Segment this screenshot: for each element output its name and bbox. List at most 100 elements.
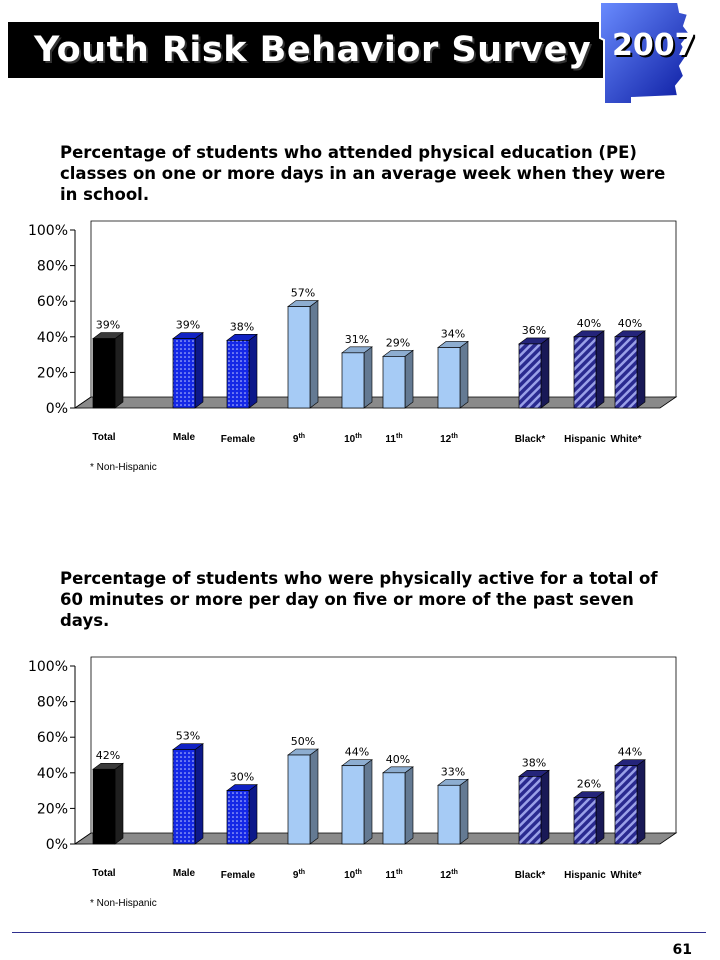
x-category-label: Black* [515,870,546,881]
y-tick-label: 40% [37,766,68,782]
bar [437,347,461,409]
chart-2-footnote: * Non-Hispanic [90,898,157,909]
bar-value-label: 50% [291,735,315,748]
bar-side [540,769,550,845]
bar [341,765,365,845]
bar-value-label: 26% [577,778,601,791]
bar [614,765,638,845]
bar [226,790,250,845]
bar-side [459,340,469,409]
chart-1-footnote: * Non-Hispanic [90,462,157,473]
physical-activity-chart: 0% 20% 40% 60% 80% 100% 42% Total 53% Male 30% Fema… [28,656,678,881]
bar-value-label: 40% [386,753,410,766]
bar-value-label: 30% [230,771,254,784]
bar-value-label: 53% [176,730,200,743]
y-tick-label: 60% [37,294,68,310]
bar [287,306,311,409]
y-tick-label: 20% [37,801,68,817]
bar-side [248,333,258,409]
page-title: Youth Risk Behavior Survey [34,30,592,70]
bar [92,768,116,845]
y-tick-label: 0% [46,401,68,417]
bar-value-label: 39% [176,319,200,332]
x-category-label: Male [173,432,196,443]
bar-side [114,762,124,845]
x-category-label: Hispanic [564,870,606,881]
bar-value-label: 57% [291,287,315,300]
bar-value-label: 34% [441,327,465,340]
bar [172,749,196,845]
bar [518,343,542,409]
bar [573,797,597,845]
y-tick-label: 60% [37,730,68,746]
bar-side [595,791,605,845]
chart-1-title: Percentage of students who attended phys… [60,143,666,204]
y-tick-label: 20% [37,365,68,381]
bar-value-label: 40% [577,317,601,330]
y-tick-label: 40% [37,330,68,346]
bar [341,352,365,409]
y-tick-label: 100% [28,223,68,239]
y-tick-label: 100% [28,659,68,675]
bar-value-label: 42% [96,749,120,762]
x-category-label: 11th [385,433,402,445]
title-banner [8,22,608,78]
footer-rule [12,932,706,933]
bar-value-label: 40% [618,317,642,330]
bar-side [404,766,414,845]
x-category-label: 12th [440,869,458,881]
bar-side [636,759,646,845]
x-category-label: Total [92,432,115,443]
x-category-label: Male [173,868,196,879]
x-category-label: 11th [385,869,402,881]
bar-value-label: 33% [441,765,465,778]
bar-side [595,330,605,409]
bar [382,772,406,845]
bar-side [248,784,258,845]
year-badge: 2007 [612,28,696,63]
x-category-label: 10th [344,433,362,445]
arkansas-map-icon [599,0,692,105]
bar-side [194,331,204,409]
bar-side [363,346,373,409]
bar-value-label: 36% [522,324,546,337]
bar-value-label: 29% [386,336,410,349]
bar [518,776,542,845]
bar-side [114,331,124,409]
bar [382,356,406,409]
bar [573,336,597,409]
bar [614,336,638,409]
bar-value-label: 31% [345,333,369,346]
bar-side [540,337,550,409]
x-category-label: 10th [344,869,362,881]
bar-side [363,759,373,845]
x-category-label: 12th [440,433,458,445]
x-category-label: 9th [293,433,305,445]
bar-value-label: 38% [230,320,254,333]
page-number: 61 [672,942,692,958]
x-category-label: 9th [293,869,305,881]
y-tick-label: 80% [37,695,68,711]
bar [92,338,116,409]
bar-side [309,299,319,409]
bar-value-label: 44% [618,746,642,759]
chart-2-title: Percentage of students who were physical… [60,569,658,630]
bar-side [636,330,646,409]
x-category-label: White* [610,434,641,445]
x-category-label: Female [221,870,256,881]
bar [437,784,461,845]
bar [287,754,311,845]
y-tick-label: 0% [46,837,68,853]
x-category-label: Black* [515,434,546,445]
x-category-label: Female [221,434,256,445]
bar-side [309,748,319,845]
bar-value-label: 38% [522,756,546,769]
x-category-label: Total [92,868,115,879]
bar-value-label: 39% [96,319,120,332]
pe-attendance-chart: 0% 20% 40% 60% 80% 100% 39% Total 39% Male 38% Fema… [28,220,678,445]
bar [172,338,196,409]
bar [226,340,250,409]
bar-value-label: 44% [345,746,369,759]
bar-side [194,743,204,845]
bar-side [459,778,469,845]
